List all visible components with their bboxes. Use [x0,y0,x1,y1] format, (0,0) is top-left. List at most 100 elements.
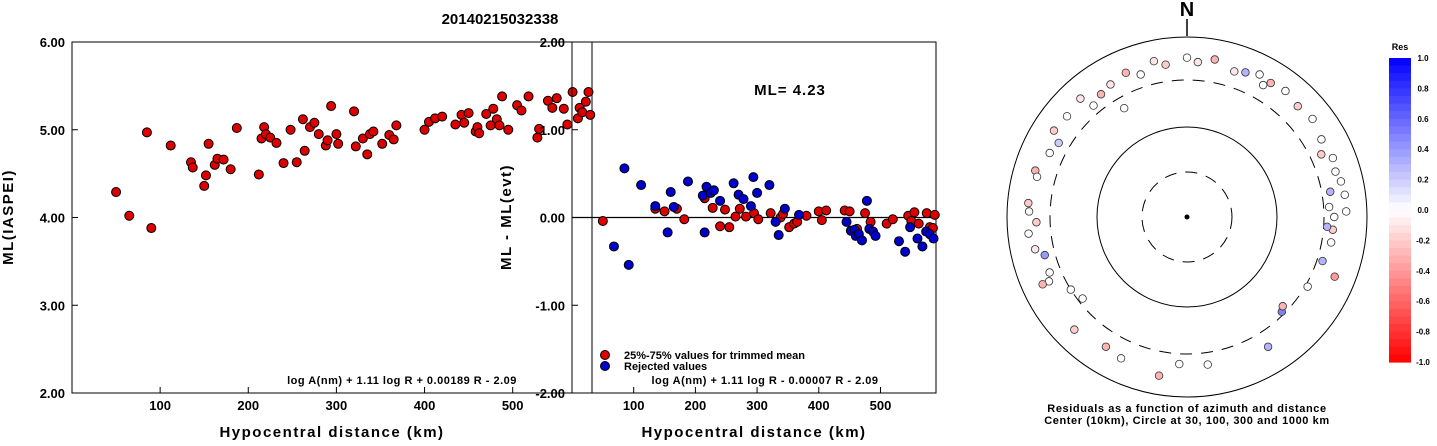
panel2-xtick-label: 400 [808,398,830,413]
trimmed-point [929,209,940,220]
panel2-ytick-label: -1.00 [535,298,565,313]
colorbar-segment [1389,240,1411,249]
rejected-point [636,180,647,191]
ml-point [388,134,399,145]
panel1-xtick-label: 500 [502,398,524,413]
colorbar-segment [1389,248,1411,257]
panel1-xlabel: Hypocentral distance (km) [219,424,444,441]
colorbar-title: Res [1392,42,1409,52]
ml-point [585,109,596,120]
ml-point [271,137,282,148]
station-marker [1193,57,1203,67]
ml-point [141,127,152,138]
station-marker [1076,94,1085,103]
colorbar-segment [1389,278,1411,287]
colorbar-segment [1389,134,1411,143]
colorbar-segment [1389,88,1411,97]
rejected-point [752,187,763,198]
ml-point [225,164,236,175]
rejected-point [841,216,852,227]
panel2-formula: log A(nm) + 1.11 log R - 0.00007 R - 2.0… [651,375,878,387]
ml-point [124,210,135,221]
station-marker [1263,342,1273,351]
epicenter-dot [1184,214,1190,220]
station-markers [1024,53,1351,380]
panel1-ylabel: ML(IASPEI) [0,169,17,265]
colorbar-segment [1389,225,1411,234]
legend-marker-trimmed [600,350,610,360]
station-marker [1045,148,1054,158]
ml-point [474,128,485,139]
station-marker [1230,67,1239,76]
station-marker [1322,222,1332,231]
ml-point [503,124,514,135]
ml-point [558,103,569,114]
station-marker [1303,282,1312,291]
panel1-xtick-label: 100 [149,398,171,413]
figure-title: 20140215032338 [442,11,559,28]
station-marker [1210,55,1219,64]
station-marker [1331,167,1340,176]
station-marker [1281,86,1290,96]
colorbar-segment [1389,103,1411,112]
colorbar-segment [1389,308,1411,317]
station-marker [1161,60,1170,69]
trimmed-point [730,211,741,222]
rejected-point [715,195,726,206]
ml-point [481,108,492,119]
ml-point [368,126,379,137]
panel1-points [111,87,596,234]
colorbar-segment [1389,126,1411,135]
rejected-point [682,176,693,187]
rejected-point [905,222,916,233]
ml-vs-distance-panel: 2.00 3.00 4.00 5.00 6.00 100 200 300 400 500 log … [0,35,596,441]
rejected-point [650,201,661,212]
ml-point [291,157,302,168]
ml-point [253,169,264,180]
ml-point [463,108,474,119]
rejected-point [764,180,775,191]
ml-point [309,117,320,128]
rejected-point [623,259,634,270]
ml-point [437,111,448,122]
ml-point [165,140,176,151]
colorbar-segment [1389,316,1411,325]
station-marker [1024,207,1034,216]
ring-30km [1141,171,1233,263]
ml-point [523,91,534,102]
ml-point [494,120,505,131]
station-marker [1241,68,1250,77]
station-marker [1066,285,1076,294]
colorbar-segment [1389,232,1411,241]
colorbar-segment [1389,194,1411,203]
station-marker [1175,359,1184,369]
azimuth-panel: N Residuals as a function of azimuth and… [1006,0,1430,427]
ml-point [450,119,461,130]
colorbar-segment [1389,346,1411,355]
colorbar-segment [1389,217,1411,226]
station-marker [1078,294,1087,303]
rejected-point [748,172,759,183]
colorbar-segment [1389,96,1411,105]
panel2-xtick-label: 300 [746,398,768,413]
ml-point [459,117,470,128]
rejected-point [779,203,790,214]
ml-point [326,101,337,112]
station-marker [1032,172,1042,182]
panel1-ytick-label: 2.00 [40,386,65,401]
colorbar-tick-label: -0.6 [1416,297,1430,306]
station-marker [1336,177,1346,186]
station-marker [1106,80,1115,89]
station-marker [1040,250,1049,260]
caption-line-1: Residuals as a function of azimuth and d… [1047,403,1326,415]
station-marker [1119,103,1129,113]
station-marker [1149,56,1159,66]
colorbar-segment [1389,156,1411,165]
ml-point [203,138,214,149]
ml-point [322,135,333,146]
station-marker [1096,90,1106,99]
ml-point [516,105,527,116]
panel2-ylabel: ML - ML(evt) [498,164,515,270]
station-marker [1182,53,1192,62]
residual-vs-distance-panel: -2.00 -1.00 0.00 1.00 2.00 100 200 300 400 500 ML… [498,35,940,441]
